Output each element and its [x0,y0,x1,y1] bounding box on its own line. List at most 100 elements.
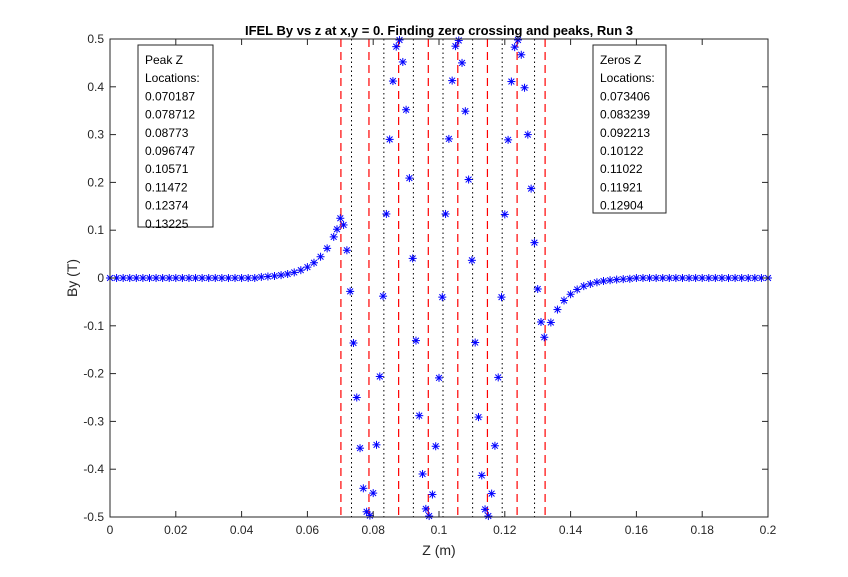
chart-title: IFEL By vs z at x,y = 0. Finding zero cr… [245,23,633,38]
data-point [737,274,746,282]
data-point [517,50,526,59]
data-point [546,318,555,327]
data-point [520,83,529,92]
data-point [490,441,499,450]
x-ticks: 0 0.02 0.04 0.06 0.08 0.1 0.12 0.14 0.16 0.18 0.2 [107,39,777,537]
x-tick-label: 0.04 [230,523,254,537]
data-point [507,77,516,86]
x-tick-label: 0.14 [559,523,583,537]
data-point [372,440,381,449]
data-point [375,372,384,381]
annotation-line: 0.092213 [600,126,650,140]
data-point [408,254,417,263]
y-tick-label: -0.4 [83,462,104,476]
annotation-line: Locations: [600,71,655,85]
y-tick-label: 0.3 [87,128,104,142]
data-point [425,512,434,521]
data-point [724,274,733,282]
reference-lines [340,39,546,517]
data-point [477,471,486,480]
data-point [405,174,414,183]
data-point [342,246,351,255]
data-point [421,504,430,513]
data-point [316,252,325,261]
y-tick-label: 0.2 [87,175,104,189]
data-point [336,214,345,223]
data-point [527,184,536,193]
x-tick-label: 0.18 [691,523,715,537]
data-point [484,512,493,521]
data-point [606,276,615,285]
peak-locations-annotation: Peak Z Locations: 0.070187 0.078712 0.08773 0… [137,44,214,231]
data-point [444,134,453,143]
data-point [500,210,509,219]
y-tick-label: -0.2 [83,367,104,381]
y-tick-label: 0 [97,271,104,285]
annotation-line: 0.12904 [600,199,644,213]
data-point [369,489,378,498]
x-tick-label: 0.06 [296,523,320,537]
data-point [599,277,608,286]
data-point [467,256,476,265]
data-point [592,278,601,287]
data-point [411,336,420,345]
annotation-line: 0.10571 [145,162,189,176]
data-point [504,135,513,144]
data-point [402,105,411,114]
data-point [382,209,391,218]
annotation-line: 0.12374 [145,199,189,213]
data-point [323,244,332,253]
data-point [438,293,447,302]
data-point [329,232,338,241]
data-point [138,274,147,282]
y-tick-label: 0.4 [87,80,104,94]
data-point [346,287,355,296]
data-point [277,271,286,280]
annotation-line: 0.11022 [600,162,643,176]
x-axis-label: Z (m) [422,542,455,558]
x-tick-label: 0 [107,523,114,537]
data-point [379,292,388,301]
data-point [339,220,348,229]
data-point [530,238,539,247]
data-point [392,42,401,51]
data-point [458,58,467,67]
data-point [431,442,440,451]
data-point [448,76,457,85]
data-point [474,413,483,422]
data-point [428,490,437,499]
annotation-line: 0.070187 [145,89,195,103]
annotation-line: 0.11921 [600,180,643,194]
data-point [385,135,394,144]
data-point [303,263,312,272]
data-point [513,35,522,44]
data-point [464,175,473,184]
data-point [497,293,506,302]
data-point [573,285,582,294]
annotation-line: 0.08773 [145,126,189,140]
data-point [198,274,207,282]
annotation-line: Zeros Z [600,53,641,67]
x-tick-label: 0.02 [164,523,188,537]
annotation-line: Peak Z [145,53,183,67]
data-point [678,274,687,282]
y-tick-label: -0.3 [83,414,104,428]
data-point [290,268,299,277]
data-point [333,225,342,234]
annotation-line: 0.096747 [145,144,195,158]
data-point [211,274,220,282]
data-points [106,35,772,521]
annotation-line: 0.10122 [600,144,644,158]
data-point [349,339,358,348]
data-point [553,305,562,314]
data-point [191,274,200,282]
data-point [171,274,180,282]
data-point [435,373,443,382]
x-tick-label: 0.08 [362,523,386,537]
y-tick-label: 0.1 [87,223,104,237]
data-point [523,130,532,139]
data-point [451,42,460,51]
data-point [566,290,575,299]
data-point [487,489,496,498]
